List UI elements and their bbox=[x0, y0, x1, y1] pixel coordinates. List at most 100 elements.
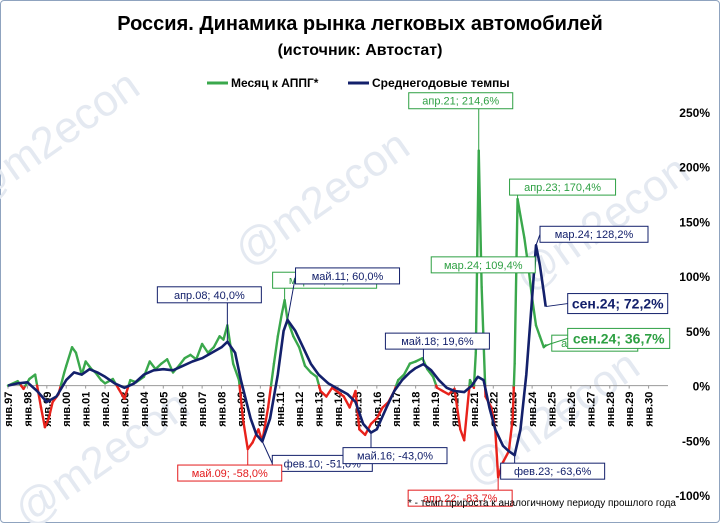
annotation-box bbox=[500, 462, 606, 480]
series-monthly-segment bbox=[402, 362, 412, 376]
annotation-box bbox=[567, 327, 671, 349]
x-tick-label: янв.12 bbox=[294, 392, 306, 427]
annotation-label: сен.24; 36,7% bbox=[573, 330, 665, 346]
series-monthly-segment bbox=[266, 384, 273, 409]
series-monthly-segment bbox=[39, 406, 47, 429]
x-tick-label: янв.02 bbox=[100, 392, 112, 427]
annotation-box bbox=[509, 178, 617, 196]
series-monthly-segment bbox=[200, 342, 210, 354]
annotation-box bbox=[177, 464, 283, 482]
annotation-label: сен.24; 72,2% bbox=[572, 296, 664, 312]
series-annual-line bbox=[7, 244, 547, 457]
series-monthly-segment bbox=[519, 214, 526, 240]
x-tick-label: янв.08 bbox=[217, 392, 229, 427]
series-monthly-segment bbox=[396, 373, 406, 382]
series-monthly-segment bbox=[59, 371, 66, 387]
series-monthly-segment bbox=[513, 197, 519, 365]
series-monthly-segment bbox=[512, 362, 516, 387]
x-tick-label: янв.25 bbox=[547, 392, 559, 427]
x-tick-label: янв.06 bbox=[178, 392, 190, 427]
series-monthly-segment bbox=[516, 197, 522, 218]
annotation-box bbox=[156, 286, 262, 304]
x-tick-label: янв.13 bbox=[314, 392, 326, 427]
series-monthly-segment bbox=[336, 390, 346, 398]
annotation-leader bbox=[287, 275, 297, 321]
x-tick-label: янв.29 bbox=[624, 392, 636, 427]
y-tick-label: 150% bbox=[679, 215, 710, 229]
series-monthly-segment bbox=[494, 428, 500, 479]
annotation-callout: апр.21; 214,6% bbox=[408, 92, 514, 151]
series-monthly-segment bbox=[292, 335, 301, 349]
x-tick-label: янв.98 bbox=[22, 392, 34, 427]
series-monthly-segment bbox=[426, 367, 435, 379]
series-monthly-segment bbox=[375, 406, 384, 420]
series-monthly-segment bbox=[283, 299, 289, 322]
x-tick-label: янв.21 bbox=[469, 392, 481, 427]
series-monthly-segment bbox=[177, 357, 186, 368]
series-monthly-segment bbox=[511, 384, 516, 420]
series-monthly-segment bbox=[84, 360, 93, 371]
annotation-box bbox=[384, 332, 490, 350]
series-monthly-segment bbox=[33, 373, 39, 387]
series-monthly-segment bbox=[80, 360, 87, 376]
annotation-box bbox=[539, 225, 649, 243]
annotation-label: фев.23; -63,6% bbox=[514, 466, 591, 478]
series-monthly-segment bbox=[369, 417, 379, 426]
y-tick-label: 250% bbox=[679, 106, 710, 120]
series-monthly-segment bbox=[462, 384, 471, 442]
series-monthly-segment bbox=[241, 417, 249, 451]
annotation-box bbox=[430, 256, 536, 274]
annotation-callout: фев.23; -63,6% bbox=[500, 455, 606, 480]
series-monthly-segment bbox=[272, 335, 280, 365]
annotation-callout: май.11; 60,0% bbox=[287, 267, 401, 321]
series-monthly-segment bbox=[297, 346, 307, 368]
series-monthly-segment bbox=[148, 360, 157, 371]
x-tick-label: янв.14 bbox=[333, 391, 345, 427]
y-tick-label: 200% bbox=[679, 161, 710, 175]
annotation-leader bbox=[545, 337, 568, 346]
series-monthly-segment bbox=[117, 387, 126, 400]
series-monthly-segment bbox=[303, 364, 313, 374]
chart-subtitle: (источник: Автостат) bbox=[278, 42, 443, 59]
series-monthly-segment bbox=[309, 371, 318, 379]
series-monthly-segment bbox=[94, 371, 103, 382]
y-tick-label: 0% bbox=[693, 380, 711, 394]
series-annual bbox=[7, 244, 547, 457]
y-axis: -100% -50% 0% 50% 100% 150% 200% 250% bbox=[675, 106, 710, 503]
watermark-text: @m2econ bbox=[225, 120, 418, 276]
y-tick-label: -50% bbox=[682, 434, 710, 448]
series-monthly-segment bbox=[431, 375, 438, 387]
y-tick-label: -100% bbox=[675, 489, 710, 503]
x-tick-label: янв.05 bbox=[158, 392, 170, 427]
annotation-callout: сен.24; 36,7% bbox=[545, 327, 671, 349]
annotation-label: май.18; 19,6% bbox=[401, 336, 474, 348]
x-tick-label: янв.17 bbox=[391, 392, 403, 427]
annotation-label: май.11; 60,0% bbox=[312, 271, 384, 283]
annotation-label: май.16; -43,0% bbox=[357, 451, 433, 463]
annotation-callout: сен.24; 72,2% bbox=[545, 293, 669, 315]
series-monthly-segment bbox=[501, 450, 511, 464]
annotations: апр.21; 214,6%апр.23; 170,4%мар.11; 78,0… bbox=[156, 92, 671, 507]
series-monthly-segment bbox=[206, 346, 215, 354]
series-monthly-segment bbox=[358, 428, 367, 437]
x-tick-label: янв.27 bbox=[585, 392, 597, 427]
annotation-box bbox=[342, 447, 448, 465]
x-tick-label: янв.19 bbox=[430, 392, 442, 427]
series-monthly-segment bbox=[195, 342, 204, 361]
annotation-leader bbox=[535, 234, 541, 246]
series-monthly-segment bbox=[325, 386, 334, 398]
y-tick-label: 50% bbox=[686, 325, 710, 339]
annotation-callout: мар.24; 109,4% bbox=[430, 256, 536, 274]
x-tick-label: янв.18 bbox=[411, 392, 423, 427]
series-monthly-segment bbox=[507, 417, 514, 453]
x-tick-label: янв.00 bbox=[61, 392, 73, 427]
x-tick-label: янв.10 bbox=[255, 392, 267, 427]
annotation-callout: апр.23; 170,4% bbox=[509, 178, 617, 200]
legend: Месяц к АППГ* Среднегодовые темпы bbox=[207, 76, 510, 90]
series-monthly-segment bbox=[269, 362, 276, 387]
series-monthly-segment bbox=[246, 441, 254, 451]
annotation-label: апр.23; 170,4% bbox=[524, 182, 601, 194]
annotation-callout: май.09; -58,0% bbox=[177, 449, 283, 482]
